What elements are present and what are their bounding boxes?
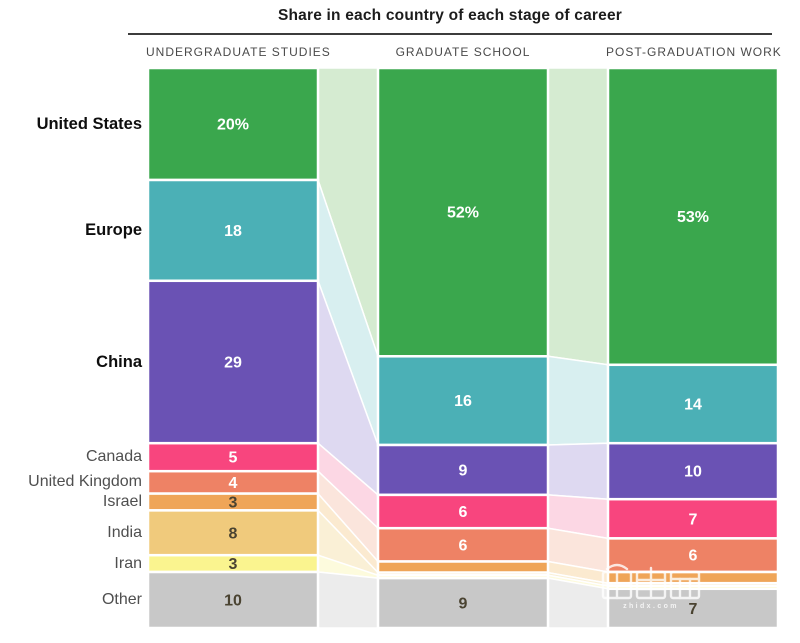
row-label-united-kingdom: United Kingdom <box>28 473 142 490</box>
svg-text:52%: 52% <box>447 205 479 222</box>
title-rule <box>128 33 772 35</box>
svg-text:9: 9 <box>459 596 468 613</box>
zhidx-logo-icon <box>601 563 701 600</box>
svg-text:16: 16 <box>454 393 472 410</box>
svg-text:9: 9 <box>459 463 468 480</box>
svg-text:4: 4 <box>229 475 238 492</box>
svg-text:10: 10 <box>224 593 242 610</box>
svg-text:6: 6 <box>459 537 468 554</box>
svg-text:10: 10 <box>684 464 702 481</box>
svg-text:8: 8 <box>229 525 238 542</box>
page-title: Share in each country of each stage of c… <box>277 7 623 24</box>
stage-header-undergraduate: UNDERGRADUATE STUDIES <box>146 45 331 59</box>
row-label-other: Other <box>101 591 142 608</box>
svg-text:6: 6 <box>689 548 698 565</box>
svg-text:3: 3 <box>229 556 238 573</box>
watermark-subtext: zhidx.com <box>623 603 679 610</box>
stage-header-postgraduation: POST-GRADUATION WORK <box>606 45 782 59</box>
watermark: zhidx.com <box>596 560 706 610</box>
row-label-iran: Iran <box>114 555 142 572</box>
row-label-india: India <box>107 524 142 541</box>
svg-text:14: 14 <box>684 397 702 414</box>
svg-text:5: 5 <box>229 450 238 467</box>
svg-text:3: 3 <box>229 495 238 512</box>
row-label-united-states: United States <box>36 115 142 133</box>
svg-text:53%: 53% <box>677 209 709 226</box>
row-label-canada: Canada <box>85 448 142 465</box>
svg-text:29: 29 <box>224 355 242 372</box>
row-label-europe: Europe <box>85 221 142 239</box>
row-label-israel: Israel <box>102 493 142 510</box>
svg-text:6: 6 <box>459 504 468 521</box>
svg-text:20%: 20% <box>217 117 249 134</box>
svg-text:18: 18 <box>224 223 242 240</box>
svg-text:7: 7 <box>689 601 698 618</box>
svg-text:7: 7 <box>689 511 698 528</box>
stage-header-graduate: GRADUATE SCHOOL <box>395 45 531 59</box>
row-label-china: China <box>96 353 142 371</box>
